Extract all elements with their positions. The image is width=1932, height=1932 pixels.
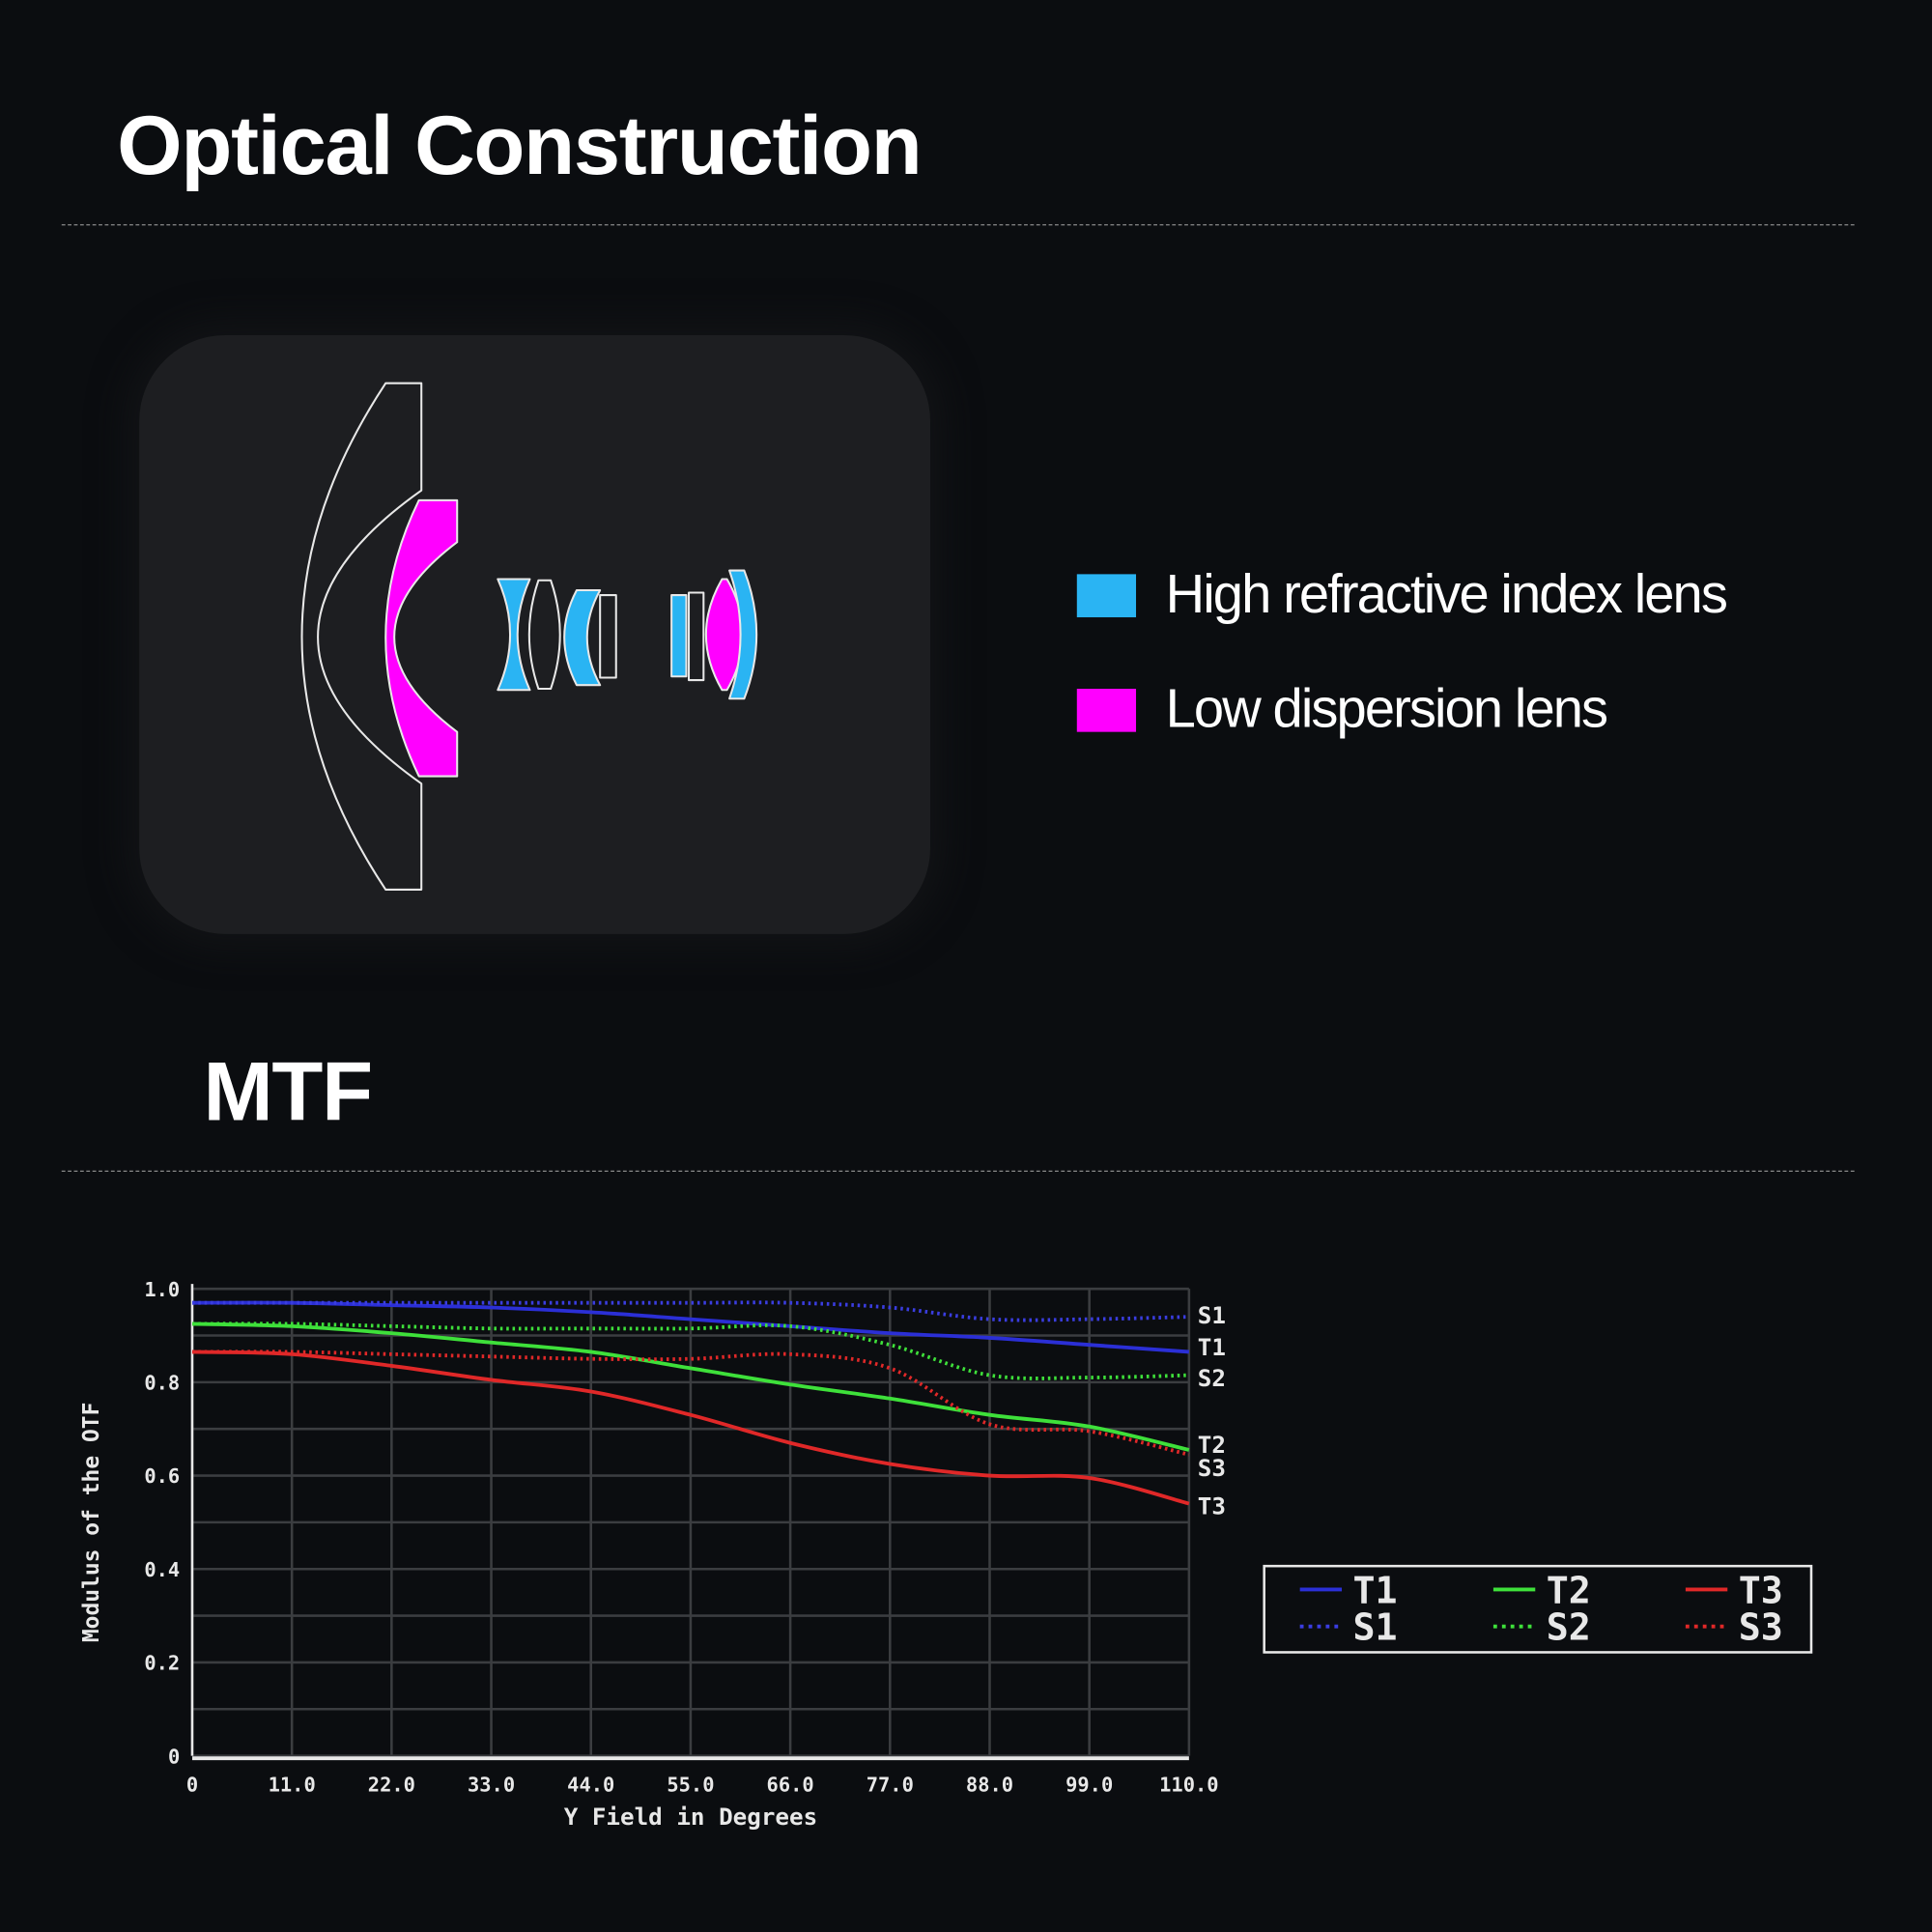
lens-element-5-high-refractive [563, 588, 602, 687]
y-axis-title: Modulus of the OTF [79, 1403, 104, 1643]
lens-element-7-high-refractive [670, 594, 688, 678]
end-label-t2: T2 [1198, 1432, 1226, 1459]
y-tick-label: 0 [168, 1745, 180, 1768]
y-tick-label: 0.2 [144, 1652, 180, 1675]
legend-label-s3: S3 [1739, 1606, 1783, 1650]
legend-label-t1: T1 [1353, 1569, 1398, 1612]
x-tick-label: 11.0 [269, 1774, 316, 1797]
lens-element-8 [687, 591, 705, 682]
series-line-t1 [191, 1300, 1190, 1354]
lens-diagram [300, 382, 758, 891]
x-tick-label: 22.0 [368, 1774, 415, 1797]
optical-construction-title: Optical Construction [117, 99, 923, 192]
x-tick-label: 44.0 [567, 1774, 614, 1797]
end-label-s3: S3 [1198, 1455, 1226, 1482]
y-tick-label: 0.6 [144, 1464, 180, 1488]
end-label-t3: T3 [1198, 1493, 1226, 1520]
divider [61, 1170, 1855, 1173]
lens-element-6 [599, 594, 617, 679]
series-line-t3 [191, 1350, 1190, 1506]
legend-label: Low dispersion lens [1165, 678, 1608, 740]
lens-element-1 [300, 382, 423, 891]
x-tick-label: 77.0 [867, 1774, 914, 1797]
legend-high-refractive: High refractive index lens [1076, 564, 1728, 626]
low-dispersion-swatch [1076, 688, 1137, 732]
legend-low-dispersion: Low dispersion lens [1076, 678, 1608, 741]
x-tick-label: 33.0 [468, 1774, 515, 1797]
lens-element-3-high-refractive [497, 578, 531, 692]
lens-diagram-panel [139, 334, 931, 934]
legend-label-t2: T2 [1547, 1569, 1591, 1612]
lens-element-2-low-dispersion [384, 498, 459, 778]
x-tick-label: 0 [186, 1774, 198, 1797]
legend-label-s2: S2 [1547, 1606, 1591, 1650]
y-tick-label: 0.8 [144, 1372, 180, 1395]
x-axis-title: Y Field in Degrees [564, 1804, 817, 1831]
x-tick-label: 88.0 [966, 1774, 1013, 1797]
x-tick-label: 110.0 [1159, 1774, 1218, 1797]
end-label-s1: S1 [1198, 1302, 1226, 1329]
divider [61, 224, 1855, 226]
high-refractive-swatch [1076, 573, 1137, 617]
lens-element-4 [527, 579, 561, 691]
y-tick-label: 0.4 [144, 1558, 180, 1581]
mtf-title: MTF [203, 1044, 373, 1139]
end-label-s2: S2 [1198, 1365, 1226, 1392]
legend-label-t3: T3 [1739, 1569, 1783, 1612]
x-tick-label: 66.0 [767, 1774, 814, 1797]
x-tick-label: 99.0 [1065, 1774, 1113, 1797]
lens-element-10-high-refractive [728, 569, 758, 700]
legend-label: High refractive index lens [1165, 564, 1728, 625]
legend-label-s1: S1 [1353, 1606, 1398, 1650]
x-tick-label: 55.0 [667, 1774, 714, 1797]
y-tick-label: 1.0 [144, 1278, 180, 1301]
end-label-t1: T1 [1198, 1334, 1226, 1361]
series-line-t2 [191, 1321, 1190, 1452]
legend-box [1263, 1564, 1813, 1654]
